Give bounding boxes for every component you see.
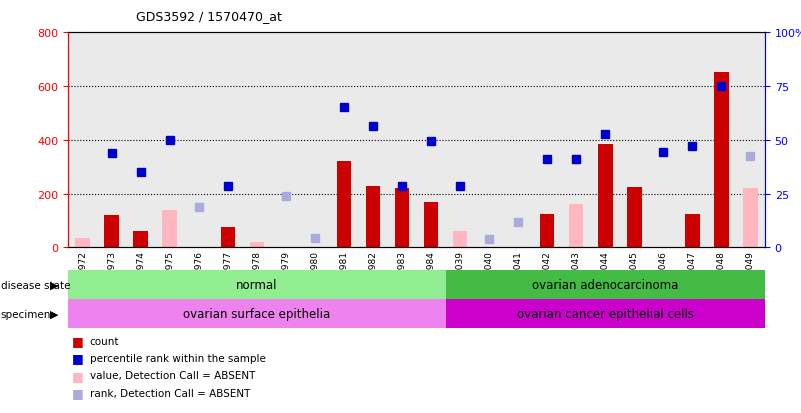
Bar <box>336 162 351 248</box>
Bar <box>155 33 184 248</box>
Bar <box>250 242 264 248</box>
Bar <box>453 232 467 248</box>
Text: ■: ■ <box>72 369 84 382</box>
Text: count: count <box>90 336 119 346</box>
Text: normal: normal <box>236 278 278 292</box>
Text: ■: ■ <box>72 351 84 365</box>
Text: ovarian cancer epithelial cells: ovarian cancer epithelial cells <box>517 307 694 320</box>
Bar <box>127 33 155 248</box>
Bar <box>714 73 729 248</box>
Bar <box>590 33 620 248</box>
Bar <box>445 299 765 328</box>
Bar <box>649 33 678 248</box>
Bar <box>68 271 445 299</box>
Bar <box>388 33 417 248</box>
Bar <box>562 33 590 248</box>
Bar <box>424 202 438 248</box>
Bar <box>598 145 613 248</box>
Bar <box>504 33 533 248</box>
Text: ■: ■ <box>72 386 84 399</box>
Bar <box>213 33 242 248</box>
Text: ■: ■ <box>72 334 84 347</box>
Bar <box>242 33 272 248</box>
Bar <box>706 33 736 248</box>
Bar <box>627 188 642 248</box>
Bar <box>533 33 562 248</box>
Bar <box>184 33 213 248</box>
Bar <box>75 238 90 248</box>
Text: ovarian adenocarcinoma: ovarian adenocarcinoma <box>532 278 678 292</box>
Bar <box>359 33 388 248</box>
Text: ▶: ▶ <box>50 280 58 290</box>
Bar <box>97 33 127 248</box>
Text: value, Detection Call = ABSENT: value, Detection Call = ABSENT <box>90 370 255 380</box>
Text: ovarian surface epithelia: ovarian surface epithelia <box>183 307 331 320</box>
Bar <box>620 33 649 248</box>
Text: GDS3592 / 1570470_at: GDS3592 / 1570470_at <box>136 10 282 23</box>
Bar <box>395 189 409 248</box>
Bar <box>104 216 119 248</box>
Bar <box>569 205 583 248</box>
Text: disease state: disease state <box>1 280 70 290</box>
Bar <box>329 33 359 248</box>
Bar <box>272 33 300 248</box>
Bar <box>68 299 445 328</box>
Bar <box>445 33 474 248</box>
Bar <box>134 232 148 248</box>
Bar <box>678 33 706 248</box>
Text: ▶: ▶ <box>50 309 58 319</box>
Bar <box>736 33 765 248</box>
Bar <box>540 214 554 248</box>
Bar <box>445 271 765 299</box>
Bar <box>163 210 177 248</box>
Text: percentile rank within the sample: percentile rank within the sample <box>90 353 266 363</box>
Bar <box>300 33 329 248</box>
Bar <box>743 189 758 248</box>
Text: rank, Detection Call = ABSENT: rank, Detection Call = ABSENT <box>90 388 250 398</box>
Text: specimen: specimen <box>1 309 51 319</box>
Bar <box>474 33 504 248</box>
Bar <box>417 33 445 248</box>
Bar <box>366 186 380 248</box>
Bar <box>68 33 97 248</box>
Bar <box>220 228 235 248</box>
Bar <box>685 214 699 248</box>
